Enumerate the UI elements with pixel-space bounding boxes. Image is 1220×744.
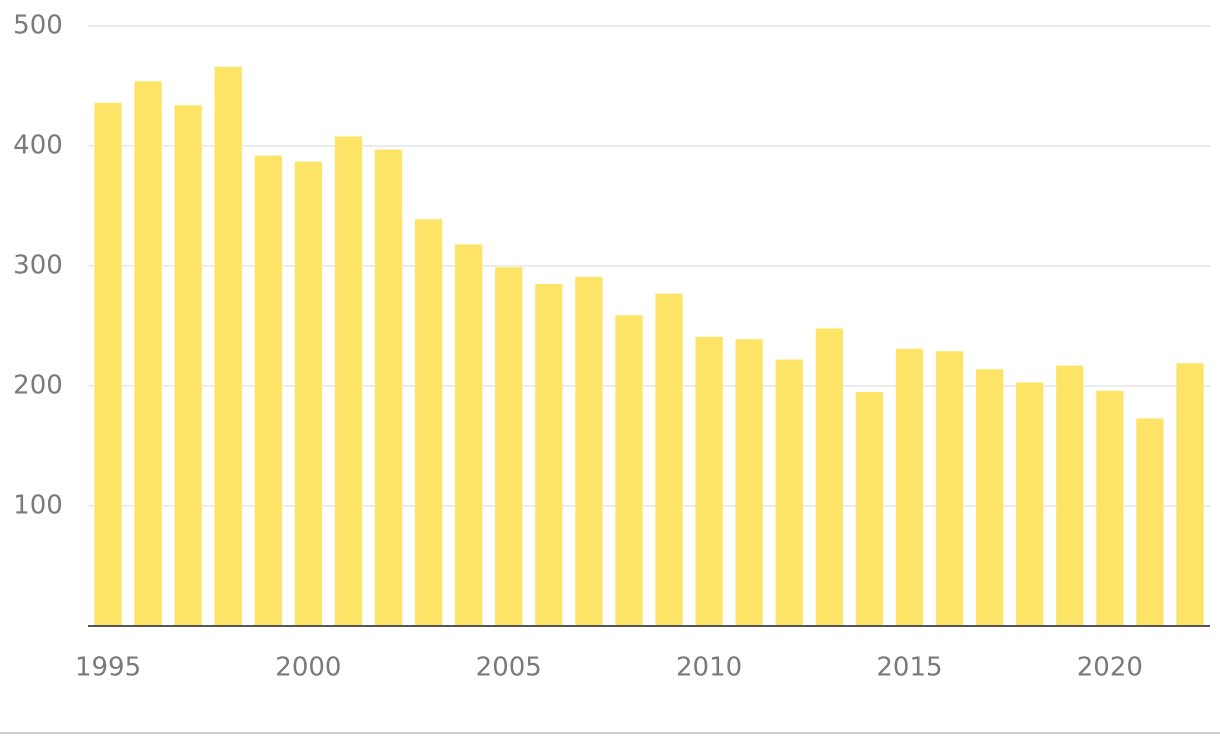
bar bbox=[855, 392, 884, 626]
y-tick-label: 200 bbox=[13, 371, 63, 401]
bar bbox=[815, 328, 843, 626]
x-tick-label: 2020 bbox=[1077, 653, 1143, 683]
bar bbox=[735, 339, 763, 626]
bar bbox=[615, 315, 643, 626]
bar bbox=[495, 267, 523, 626]
y-tick-label: 300 bbox=[13, 251, 63, 281]
bar bbox=[895, 348, 924, 626]
x-tick-label: 2010 bbox=[676, 653, 742, 683]
bar bbox=[975, 369, 1004, 626]
x-tick-label: 2015 bbox=[876, 653, 942, 683]
bar bbox=[1176, 363, 1204, 626]
bar bbox=[1056, 365, 1084, 626]
bar bbox=[775, 359, 803, 626]
bar bbox=[174, 105, 202, 626]
bar bbox=[254, 155, 282, 626]
bar bbox=[94, 102, 122, 627]
bar bbox=[535, 284, 563, 626]
bar bbox=[455, 244, 483, 626]
bar bbox=[1096, 390, 1124, 626]
bar bbox=[935, 351, 964, 626]
bar bbox=[575, 276, 603, 626]
y-tick-label: 400 bbox=[13, 131, 63, 161]
bar bbox=[134, 81, 162, 626]
y-tick-label: 100 bbox=[13, 491, 63, 521]
bar bbox=[374, 149, 403, 626]
bar bbox=[294, 161, 323, 626]
x-tick-label: 1995 bbox=[75, 653, 141, 683]
bar bbox=[214, 66, 242, 627]
bar bbox=[334, 136, 363, 626]
x-tick-label: 2005 bbox=[476, 653, 542, 683]
bar bbox=[695, 336, 723, 626]
bar bbox=[1136, 418, 1164, 626]
bar bbox=[655, 293, 683, 626]
x-tick-label: 2000 bbox=[275, 653, 341, 683]
bar bbox=[1016, 382, 1044, 626]
bar bbox=[414, 219, 443, 626]
y-tick-label: 500 bbox=[13, 11, 63, 41]
